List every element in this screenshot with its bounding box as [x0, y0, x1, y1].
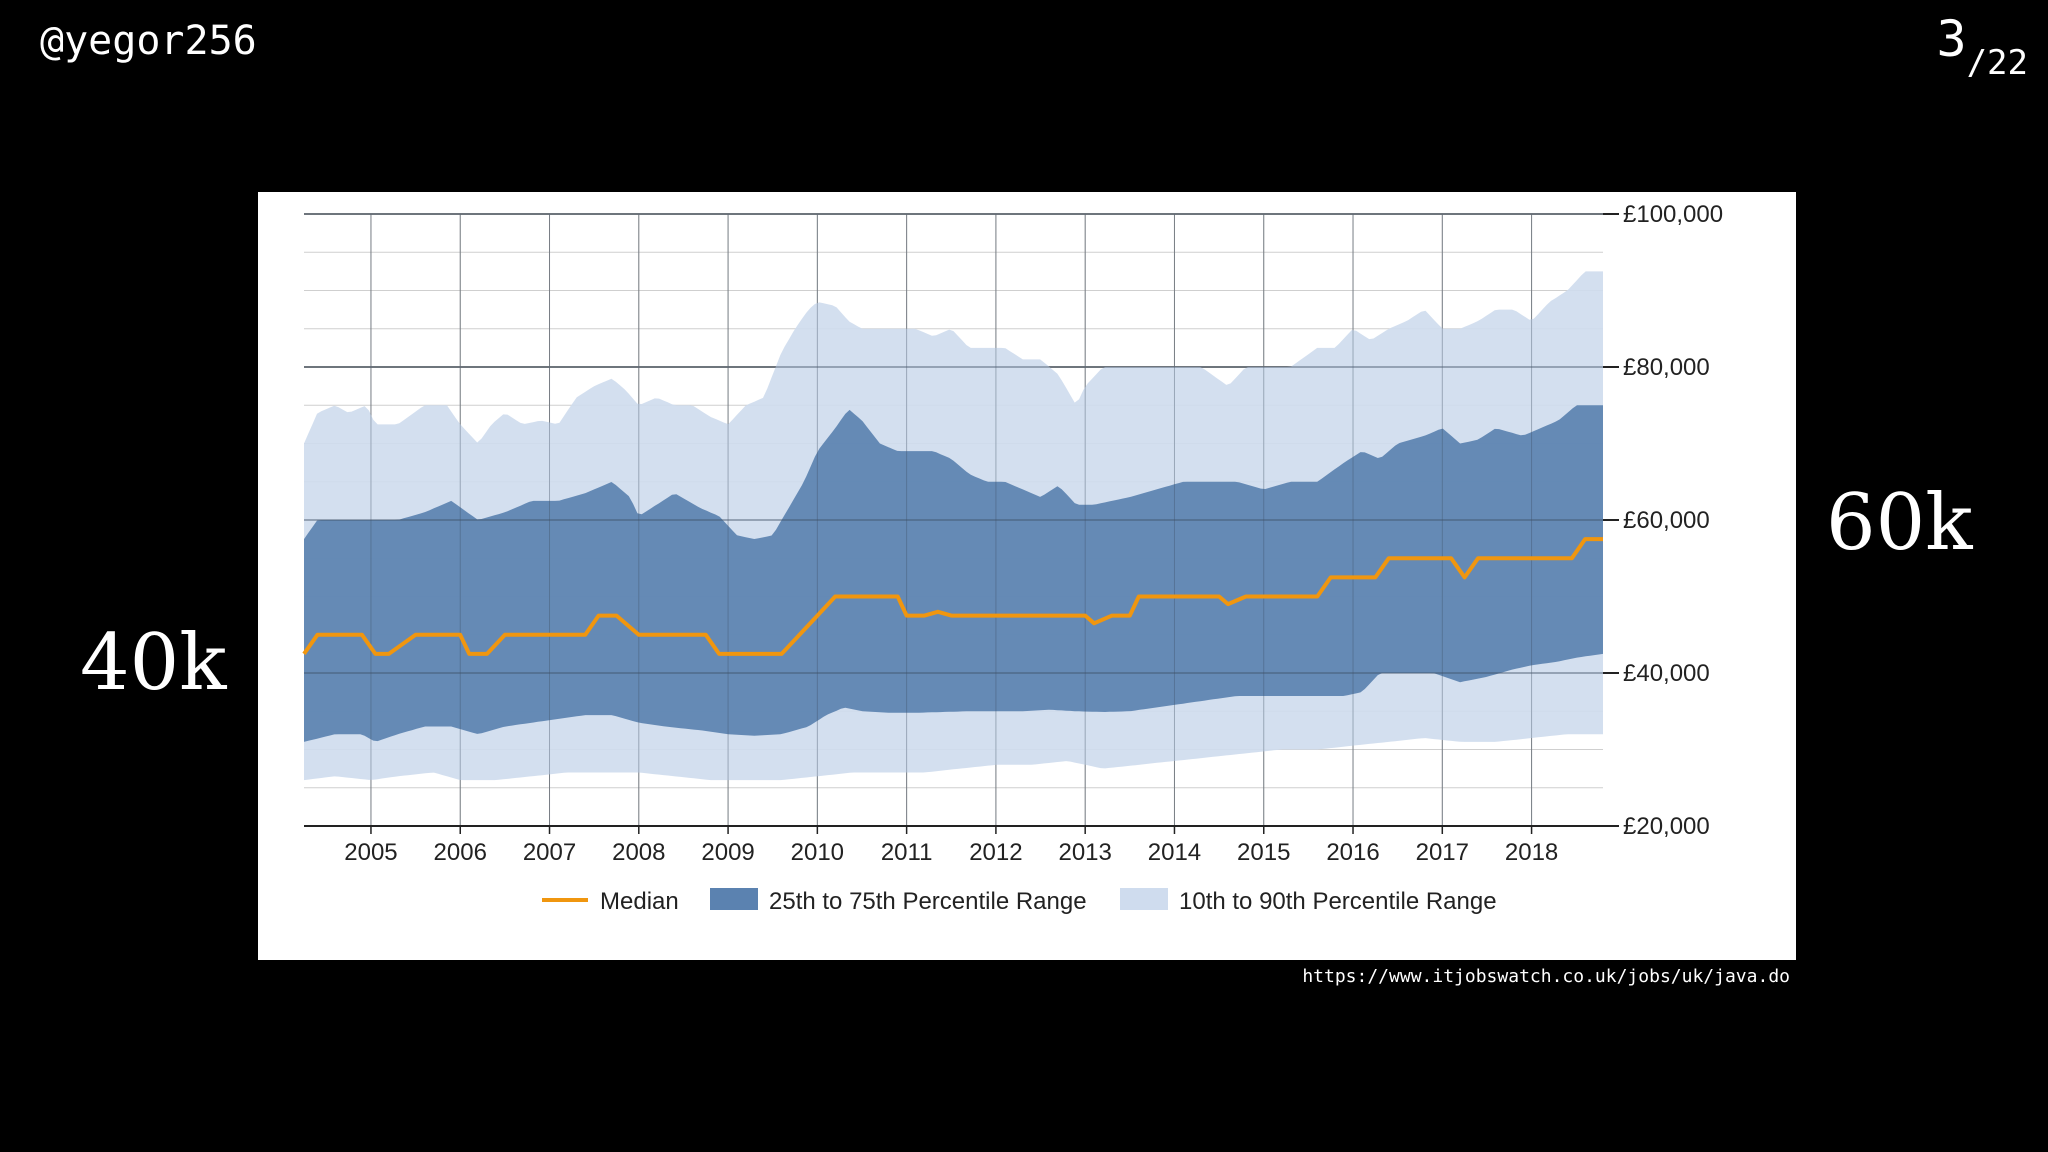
x-tick-label: 2011 — [881, 839, 933, 866]
axes: £20,000 £40,000 £60,000 £80,000 £100,000 2005… — [304, 201, 1723, 866]
y-tick-label: £40,000 — [1623, 660, 1710, 687]
median-line — [302, 537, 1603, 656]
salary-chart: £20,000 £40,000 £60,000 £80,000 £100,000 2005… — [302, 201, 1723, 915]
legend-label-p25-p75: 25th to 75th Percentile Range — [769, 888, 1087, 915]
x-tick-label: 2014 — [1148, 839, 1201, 866]
page-current: 3 — [1936, 10, 1967, 68]
left-salary-label: 40k — [80, 618, 227, 708]
page-indicator: 3/22 — [1936, 10, 2028, 83]
x-tick-label: 2008 — [612, 839, 665, 866]
y-tick-label: £60,000 — [1623, 507, 1710, 534]
legend-label-median: Median — [600, 888, 679, 915]
chart-frame: £20,000 £40,000 £60,000 £80,000 £100,000 2005… — [258, 192, 1796, 960]
x-tick-label: 2017 — [1416, 839, 1469, 866]
x-tick-label: 2006 — [434, 839, 487, 866]
median-line-group — [302, 537, 1603, 656]
x-tick-label: 2007 — [523, 839, 576, 866]
x-tick-label: 2016 — [1326, 839, 1379, 866]
y-tick-label: £80,000 — [1623, 354, 1710, 381]
x-tick-label: 2013 — [1058, 839, 1111, 866]
y-tick-label: £20,000 — [1623, 813, 1710, 840]
x-tick-label: 2009 — [701, 839, 754, 866]
x-tick-label: 2005 — [344, 839, 397, 866]
x-tick-label: 2015 — [1237, 839, 1290, 866]
x-tick-label: 2010 — [791, 839, 844, 866]
legend-swatch-p25-p75 — [710, 888, 758, 910]
y-tick-label: £100,000 — [1623, 201, 1723, 228]
legend-label-p10-p90: 10th to 90th Percentile Range — [1179, 888, 1497, 915]
p25-p75-band — [304, 405, 1603, 742]
x-tick-label: 2012 — [969, 839, 1022, 866]
areas — [304, 213, 1603, 827]
source-url: https://www.itjobswatch.co.uk/jobs/uk/ja… — [1302, 966, 1790, 987]
page-total: /22 — [1966, 43, 2028, 83]
right-salary-label: 60k — [1826, 478, 1973, 568]
legend: Median 25th to 75th Percentile Range 10th … — [542, 888, 1497, 915]
x-tick-label: 2018 — [1505, 839, 1558, 866]
author-handle: @yegor256 — [40, 18, 257, 64]
legend-swatch-p10-p90 — [1120, 888, 1168, 910]
